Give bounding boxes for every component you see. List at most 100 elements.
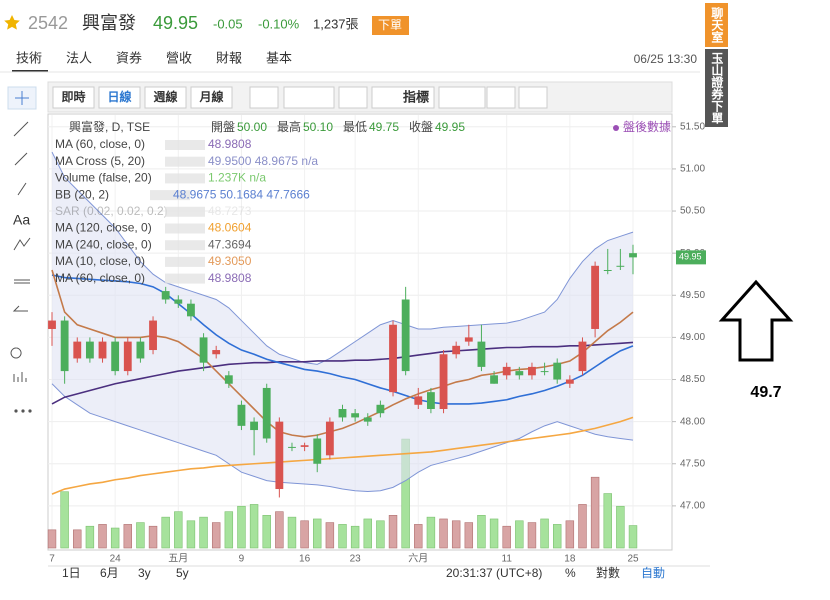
candle-body <box>237 404 246 426</box>
interval-button[interactable] <box>52 86 95 109</box>
candle-body <box>136 341 145 359</box>
text-tool[interactable]: Aa <box>13 212 30 228</box>
snapshot[interactable] <box>518 86 548 109</box>
tab[interactable]: 技術 <box>16 50 42 65</box>
volume-bar <box>578 504 587 549</box>
interval-label: 月線 <box>198 89 223 104</box>
after-hours[interactable]: 盤後數據 <box>623 120 671 134</box>
indicator-label: 指標 <box>403 89 429 104</box>
candle-type-button[interactable] <box>283 86 335 109</box>
y-tick-label: 47.50 <box>680 458 705 469</box>
ma-line <box>51 341 634 405</box>
candle-body <box>149 320 157 351</box>
candle-body <box>565 379 574 384</box>
indicator-label: Volume (false, 20) <box>55 171 152 185</box>
indicator-label: MA (120, close, 0) <box>55 221 152 235</box>
volume-bar <box>47 529 57 549</box>
ohlc-label: 收盤 <box>409 120 433 134</box>
volume-bar <box>148 525 158 549</box>
price-tag <box>676 250 706 265</box>
settings-button[interactable] <box>338 86 368 109</box>
range-button[interactable]: 5y <box>176 566 189 580</box>
candle-body <box>48 320 56 329</box>
tool-icons[interactable] <box>10 121 31 382</box>
volume-bar <box>350 525 360 549</box>
tab[interactable]: 資券 <box>116 50 142 65</box>
volume-bar <box>161 516 170 549</box>
volume-bar <box>262 515 271 549</box>
tab[interactable]: 營收 <box>166 50 192 65</box>
compare-button[interactable] <box>249 86 279 109</box>
interval-button[interactable] <box>144 86 187 109</box>
ohlc-label: 最低 <box>343 120 367 134</box>
candle-body <box>629 253 637 258</box>
candle-body <box>591 265 600 329</box>
candle-body <box>275 421 284 490</box>
x-tick-label: 25 <box>627 554 639 565</box>
order-button[interactable] <box>372 16 409 35</box>
interval-button[interactable] <box>190 86 233 109</box>
chart: 47.00 47.50 48.00 48.50 49.00 49.50 50.00 50.50… <box>47 115 706 565</box>
more-dot[interactable] <box>28 409 32 413</box>
volume-bar <box>186 520 196 549</box>
indicator-label: SAR (0.02, 0.02, 0.2) <box>55 204 168 218</box>
tab[interactable]: 基本 <box>266 50 292 65</box>
candle-body <box>528 366 536 376</box>
volume-bar <box>439 518 448 549</box>
fullscreen[interactable] <box>486 86 516 109</box>
indicator-controls <box>165 240 205 251</box>
undo-redo[interactable] <box>438 86 486 109</box>
candle-body <box>224 375 233 384</box>
log-toggle[interactable]: 對數 <box>596 566 620 580</box>
candle-body <box>464 337 473 342</box>
candle-body <box>401 299 410 372</box>
broker-button[interactable] <box>705 49 728 127</box>
volume-bar <box>628 525 638 549</box>
volume-bar <box>313 518 322 549</box>
volume-bar <box>451 520 461 549</box>
indicator-value: 49.3050 <box>208 254 252 268</box>
volume-bar <box>388 515 398 549</box>
legend-title: 興富發, D, TSE <box>69 119 150 134</box>
change-pct: -0.10% <box>258 16 300 31</box>
indicator-controls <box>165 206 205 217</box>
interval-button[interactable] <box>98 86 141 109</box>
indicator-value: 48.9808 <box>208 271 252 285</box>
candle-body <box>161 291 170 300</box>
candle-body <box>540 371 549 373</box>
volume-bar <box>515 520 524 549</box>
volume-bar <box>174 511 183 549</box>
candle-body <box>325 421 334 456</box>
order-button-label: 下單 <box>378 18 402 32</box>
ohlc-label: 最高 <box>277 119 301 134</box>
x-tick-label: 11 <box>502 554 513 565</box>
candle-body <box>414 396 423 405</box>
more-dot[interactable] <box>21 409 25 413</box>
candle-body <box>578 341 587 372</box>
percent-toggle[interactable]: % <box>565 566 576 580</box>
indicator-controls <box>165 140 205 150</box>
candle-body <box>212 350 221 355</box>
chat-button[interactable] <box>705 3 728 47</box>
tab[interactable]: 法人 <box>66 50 92 65</box>
candle-body <box>300 445 309 447</box>
indicator-value: 48.7273 <box>208 204 252 218</box>
x-tick-label: 18 <box>564 554 576 565</box>
volume-bar <box>527 522 537 549</box>
y-tick-label: 49.50 <box>680 290 705 301</box>
volume-bar <box>224 511 234 549</box>
range-button[interactable]: 3y <box>138 566 151 580</box>
indicator-label: MA (10, close, 0) <box>55 254 145 268</box>
annotation: 49.7 <box>750 384 781 401</box>
volume: 1,237張 <box>313 16 359 31</box>
range-button[interactable]: 1日 <box>62 566 81 580</box>
tab[interactable]: 財報 <box>216 50 242 65</box>
auto-toggle[interactable]: 自動 <box>641 566 665 580</box>
more-dot[interactable] <box>14 409 18 413</box>
star-icon[interactable] <box>4 15 20 30</box>
indicator-button[interactable] <box>371 86 435 109</box>
indicator-controls <box>165 223 205 234</box>
volume-bar <box>502 525 511 549</box>
range-button[interactable]: 6月 <box>100 566 119 580</box>
